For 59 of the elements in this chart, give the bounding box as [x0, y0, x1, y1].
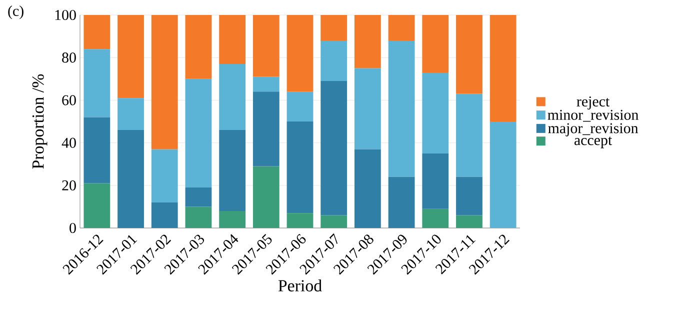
bar: [151, 202, 178, 228]
bar: [185, 188, 212, 207]
bar: [388, 40, 415, 177]
legend-label: reject: [576, 96, 610, 110]
bar: [456, 14, 482, 94]
y-tick-label: 80: [62, 52, 76, 63]
bar: [118, 130, 144, 228]
bar: [185, 14, 212, 79]
bar: [84, 183, 110, 228]
bar: [286, 213, 314, 228]
bar: [320, 81, 348, 216]
bar: [320, 14, 348, 41]
bar: [84, 117, 110, 184]
bar: [320, 40, 348, 82]
y-tick-label: 100: [55, 10, 76, 20]
bar: [456, 94, 482, 177]
bar: [252, 14, 280, 77]
bar: [185, 78, 212, 188]
y-axis-title: Proportion /%: [32, 74, 48, 169]
bar: [422, 72, 449, 154]
legend-label: major_revision: [548, 123, 638, 136]
bar: [219, 64, 246, 130]
bar: [388, 14, 415, 41]
bar: [286, 122, 314, 214]
text: (c): [8, 6, 24, 20]
bar: [388, 176, 415, 228]
legend-label: accept: [574, 136, 612, 148]
bar: [219, 130, 246, 211]
bar: [320, 215, 348, 228]
bar: [354, 14, 381, 68]
bar: [490, 14, 516, 122]
y-tick-label: 60: [62, 95, 76, 106]
bar: [456, 176, 482, 216]
bar: [490, 122, 516, 228]
legend-label: minor_revision: [548, 110, 638, 122]
bar: [84, 49, 110, 118]
bar: [84, 14, 110, 50]
y-tick-label: 20: [62, 180, 76, 190]
bar: [422, 14, 449, 73]
bar: [286, 92, 314, 122]
y-tick-label: 0: [70, 222, 76, 234]
bar: [422, 208, 449, 228]
bar: [252, 92, 280, 166]
bar: [219, 14, 246, 64]
bar: [118, 98, 144, 130]
bar: [286, 14, 314, 92]
bar: [118, 14, 144, 98]
bar: [252, 166, 280, 228]
x-axis-title: Period: [278, 280, 322, 292]
bar: [151, 149, 178, 202]
bar: [422, 153, 449, 209]
bar: [252, 76, 280, 92]
y-tick-label: 40: [62, 138, 76, 148]
bar: [456, 215, 482, 228]
bar: [354, 149, 381, 228]
bar: [219, 210, 246, 228]
bar: [185, 206, 212, 228]
bar: [354, 68, 381, 150]
bar: [151, 14, 178, 150]
